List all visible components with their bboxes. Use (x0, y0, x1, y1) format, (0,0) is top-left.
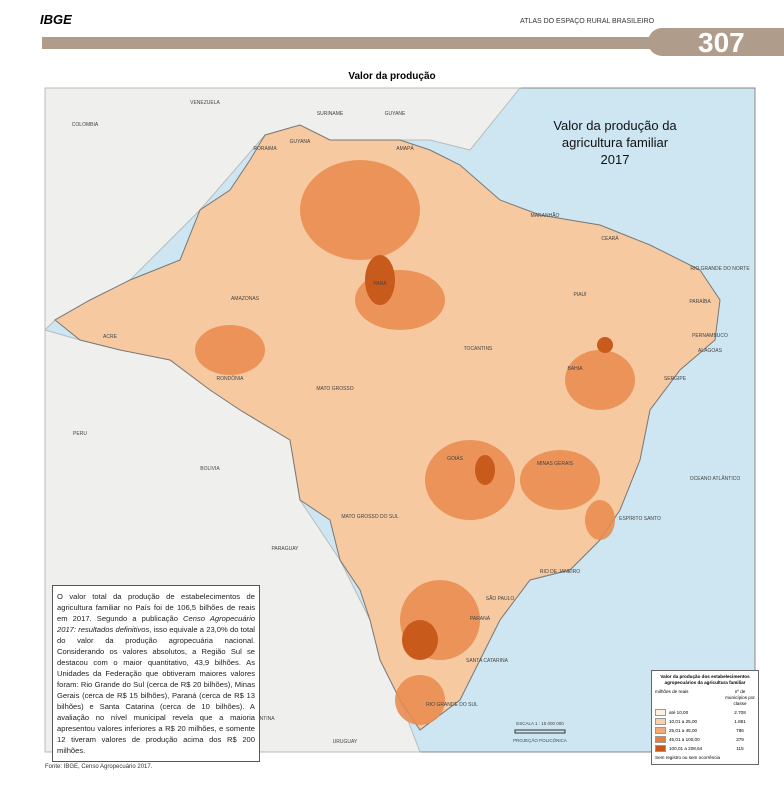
map-label: SURINAME (317, 111, 344, 117)
legend-count: 379 (736, 736, 744, 742)
page-number: 307 (648, 28, 784, 58)
legend-title: Valor da produção dos estabelecimentos a… (660, 674, 750, 685)
map-label: GUYANA (290, 139, 311, 145)
map-label: PARAÍBA (689, 298, 711, 305)
map-label: CEARÁ (601, 235, 619, 242)
legend-count: 786 (736, 727, 744, 733)
scale-bar (514, 729, 566, 734)
swatch (655, 727, 666, 734)
map-label: PARÁ (373, 280, 387, 287)
legend: Valor da produção dos estabelecimentos a… (651, 670, 759, 765)
map-label: BAHIA (567, 366, 583, 372)
map-label: PERU (73, 431, 87, 437)
map-label: RORAIMA (253, 146, 277, 152)
legend-row: 25,01 a 45,00 786 (655, 727, 755, 734)
scale: ESCALA 1 : 15 000 000 (516, 721, 564, 726)
map-label: MATO GROSSO (316, 386, 353, 392)
map-label: ALAGOAS (698, 348, 723, 354)
projection: PROJEÇÃO POLICÔNICA (513, 737, 567, 743)
map-label: COLOMBIA (72, 122, 99, 128)
logo: IBGE (40, 12, 72, 27)
legend-count: 115 (736, 745, 744, 751)
legend-row: 45,01 a 100,00 379 (655, 736, 755, 743)
map-label: AMAPÁ (396, 145, 414, 152)
high-value-areas (195, 160, 635, 725)
map-title: 2017 (601, 152, 630, 167)
map-label: ACRE (103, 334, 118, 340)
map-label: PERNAMBUCO (692, 333, 728, 339)
legend-range: 10,01 a 25,00 (669, 718, 698, 724)
legend-row: 10,01 a 25,00 1.881 (655, 718, 755, 725)
map-label: PARAGUAY (271, 546, 299, 552)
text: , isso equivale a 23,0% do total do valo… (57, 625, 255, 755)
brazil (54, 124, 721, 731)
map-label: SERGIPE (664, 376, 687, 382)
legend-range: 45,01 a 100,00 (669, 736, 700, 742)
map-label: PIAUÍ (573, 291, 587, 298)
swatch (655, 736, 666, 743)
map-label: SÃO PAULO (486, 595, 515, 602)
legend-col: nº de municípios por classe (725, 689, 755, 706)
section-title: Valor da produção (348, 71, 436, 82)
map-label: VENEZUELA (190, 100, 220, 106)
atlas-title: ATLAS DO ESPAÇO RURAL BRASILEIRO (520, 18, 655, 25)
map-label: RIO DE JANEIRO (540, 569, 580, 575)
swatch (655, 709, 666, 716)
top-value-areas (365, 255, 613, 660)
map-label: ESPÍRITO SANTO (619, 515, 661, 522)
legend-range: 100,01 a 208,64 (669, 745, 703, 751)
legend-range: até 10,00 (669, 709, 689, 715)
legend-col: milhões de reais (655, 689, 689, 694)
map-label: BOLIVIA (200, 466, 220, 472)
map-title: agricultura familiar (562, 135, 669, 150)
text-box: O valor total da produção de estabelecim… (52, 585, 260, 762)
swatch (655, 718, 666, 725)
map-label: RIO GRANDE DO SUL (426, 702, 478, 708)
legend-row: até 10,00 2.708 (655, 709, 755, 716)
map-label: MINAS GERAIS (537, 461, 574, 467)
text: O valor total da produção de estabelecim… (57, 592, 255, 623)
map-label: GOIÁS (447, 455, 464, 462)
map-label: MATO GROSSO DO SUL (341, 514, 399, 520)
source: Fonte: IBGE, Censo Agropecuário 2017. (45, 764, 153, 770)
map-label: ARGENTINA (245, 716, 275, 722)
map-label: URUGUAY (333, 739, 358, 745)
legend-count: 1.881 (734, 718, 746, 724)
map-label: RIO GRANDE DO NORTE (690, 266, 750, 272)
map-label: PARANÁ (470, 615, 491, 622)
legend-count: 2.708 (734, 709, 746, 715)
legend-note: Sem registro ou sem ocorrência (655, 755, 721, 760)
map-label: OCEANO ATLÂNTICO (690, 475, 741, 482)
legend-range: 25,01 a 45,00 (669, 727, 698, 733)
map-label: SANTA CATARINA (466, 658, 509, 664)
map-title: Valor da produção da (553, 118, 677, 133)
header-band (42, 37, 784, 49)
map-label: AMAZONAS (231, 296, 260, 302)
map-label: TOCANTINS (464, 346, 493, 352)
text-italic: Censo Agropecuário 2017: resultados defi… (57, 614, 255, 634)
map-label: MARANHÃO (531, 212, 560, 219)
legend-row: 100,01 a 208,64 115 (655, 745, 755, 752)
swatch (655, 745, 666, 752)
map-label: RONDÔNIA (217, 375, 245, 382)
map-label: GUYANE (385, 111, 406, 117)
